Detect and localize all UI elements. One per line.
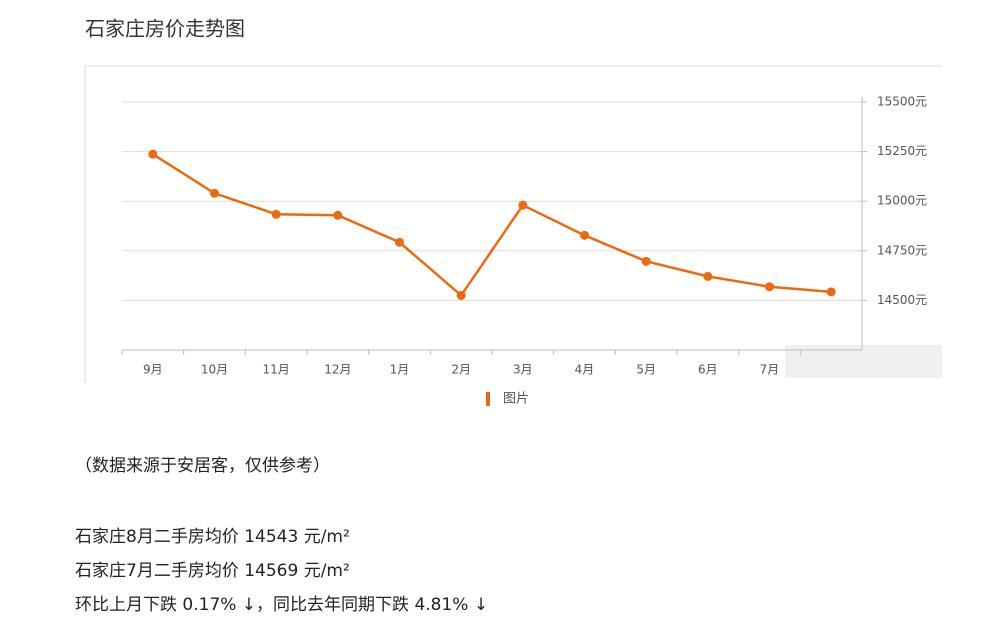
x-tick-label: 9月 xyxy=(143,363,163,377)
chart-title: 石家庄房价走势图 xyxy=(85,17,245,41)
point xyxy=(395,237,404,247)
x-tick-label: 6月 xyxy=(698,363,718,377)
x-tick-label: 5月 xyxy=(636,363,656,377)
point xyxy=(518,200,528,210)
y-tick-label: 15250元 xyxy=(877,144,927,158)
x-tick-label: 2月 xyxy=(451,363,471,377)
legend-label: 图片 xyxy=(503,392,529,407)
x-tick-label: 12月 xyxy=(324,363,351,377)
x-tick-label: 7月 xyxy=(760,363,780,377)
y-tick-label: 14500元 xyxy=(877,293,927,307)
line xyxy=(152,153,832,298)
text-line: 石家庄8月二手房均价 14543 元/m² xyxy=(75,527,350,547)
point xyxy=(210,188,219,198)
point xyxy=(271,209,281,219)
point xyxy=(765,282,774,292)
x-tick-label: 3月 xyxy=(513,363,533,377)
source-note: （数据来源于安居客，仅供参考） xyxy=(75,456,330,476)
point xyxy=(148,149,158,159)
point xyxy=(703,271,713,281)
point xyxy=(333,210,343,220)
point xyxy=(456,290,466,300)
y-tick-label: 14750元 xyxy=(877,243,927,257)
x-tick-label: 4月 xyxy=(575,363,595,377)
text-line: 石家庄7月二手房均价 14569 元/m² xyxy=(75,561,350,581)
legend-marker xyxy=(486,392,490,406)
point xyxy=(826,287,836,297)
x-tick-label: 10月 xyxy=(201,363,228,377)
point xyxy=(641,256,651,266)
y-tick-label: 15000元 xyxy=(877,194,927,208)
point xyxy=(580,230,589,240)
y-tick-label: 15500元 xyxy=(877,95,927,109)
chart-frame xyxy=(84,65,942,383)
text-line: 环比上月下跌 0.17% ↓，同比去年同期下跌 4.81% ↓ xyxy=(75,595,488,615)
x-tick-label: 1月 xyxy=(390,363,410,377)
x-tick-label: 11月 xyxy=(263,363,290,377)
